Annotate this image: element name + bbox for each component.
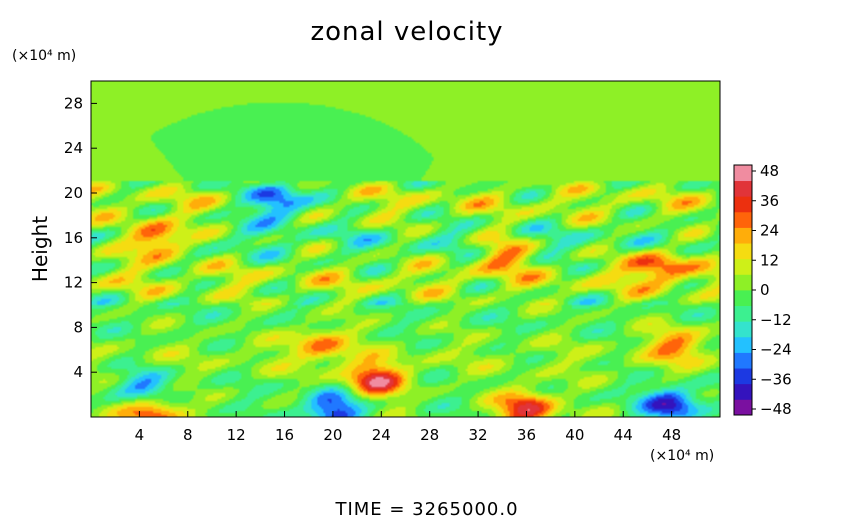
colorbar-swatch-14 <box>734 180 752 197</box>
x-tick-label-7: 32 <box>469 426 488 444</box>
colorbar-swatch-6 <box>734 305 752 322</box>
x-tick-label-6: 28 <box>420 426 439 444</box>
colorbar-swatch-15 <box>734 165 752 182</box>
colorbar-swatch-9 <box>734 258 752 275</box>
colorbar-tick-label-6: −24 <box>760 341 792 359</box>
y-tick-label-5: 24 <box>64 139 83 157</box>
x-tick-label-10: 44 <box>614 426 633 444</box>
time-label: TIME = 3265000.0 <box>334 499 518 519</box>
colorbar-swatch-7 <box>734 290 752 307</box>
x-axis: 4 8 12 16 20 24 28 32 36 40 44 48 <box>135 411 681 444</box>
colorbar-swatch-12 <box>734 211 752 228</box>
colorbar-tick-label-5: −12 <box>760 311 792 329</box>
y-tick-label-2: 12 <box>64 274 83 292</box>
colorbar-tick-label-8: −48 <box>760 400 792 418</box>
colorbar-tick-label-1: 36 <box>760 192 779 210</box>
y-axis-label: Height <box>28 216 52 282</box>
colorbar-tick-label-7: −36 <box>760 370 792 388</box>
colorbar-swatch-11 <box>734 227 752 244</box>
x-tick-label-2: 12 <box>227 426 246 444</box>
colorbar: 48 36 24 12 0 −12 −24 −36 −48 <box>733 162 792 418</box>
colorbar-swatch-8 <box>734 274 752 291</box>
colorbar-swatch-3 <box>734 352 752 369</box>
colorbar-tick-label-0: 48 <box>760 162 779 180</box>
y-tick-label-3: 16 <box>64 229 83 247</box>
velocity-field <box>91 81 720 417</box>
x-tick-label-0: 4 <box>135 426 145 444</box>
y-tick-label-1: 8 <box>73 318 83 336</box>
colorbar-swatch-5 <box>734 321 752 338</box>
x-tick-label-5: 24 <box>372 426 391 444</box>
y-tick-label-6: 28 <box>64 94 83 112</box>
chart-title: zonal velocity <box>310 17 503 47</box>
x-tick-label-3: 16 <box>275 426 294 444</box>
plot-frame <box>90 80 721 418</box>
x-tick-label-8: 36 <box>517 426 536 444</box>
x-tick-label-11: 48 <box>662 426 681 444</box>
colorbar-tick-label-3: 12 <box>760 251 779 269</box>
y-axis-units: (×10⁴ m) <box>12 48 76 64</box>
colorbar-tick-label-2: 24 <box>760 222 779 240</box>
colorbar-swatch-4 <box>734 336 752 353</box>
colorbar-swatch-1 <box>734 383 752 400</box>
x-tick-label-4: 20 <box>323 426 342 444</box>
x-tick-label-9: 40 <box>565 426 584 444</box>
y-tick-label-0: 4 <box>73 363 83 381</box>
colorbar-swatch-0 <box>734 399 752 416</box>
colorbar-tick-label-4: 0 <box>760 281 770 299</box>
colorbar-swatch-13 <box>734 196 752 213</box>
x-axis-units: (×10⁴ m) <box>650 448 714 464</box>
field-raster <box>91 81 720 417</box>
colorbar-swatch-10 <box>734 243 752 260</box>
colorbar-swatch-2 <box>734 368 752 385</box>
y-tick-label-4: 20 <box>64 184 83 202</box>
y-axis: 4 8 12 16 20 24 28 <box>64 94 97 381</box>
x-tick-label-1: 8 <box>183 426 193 444</box>
